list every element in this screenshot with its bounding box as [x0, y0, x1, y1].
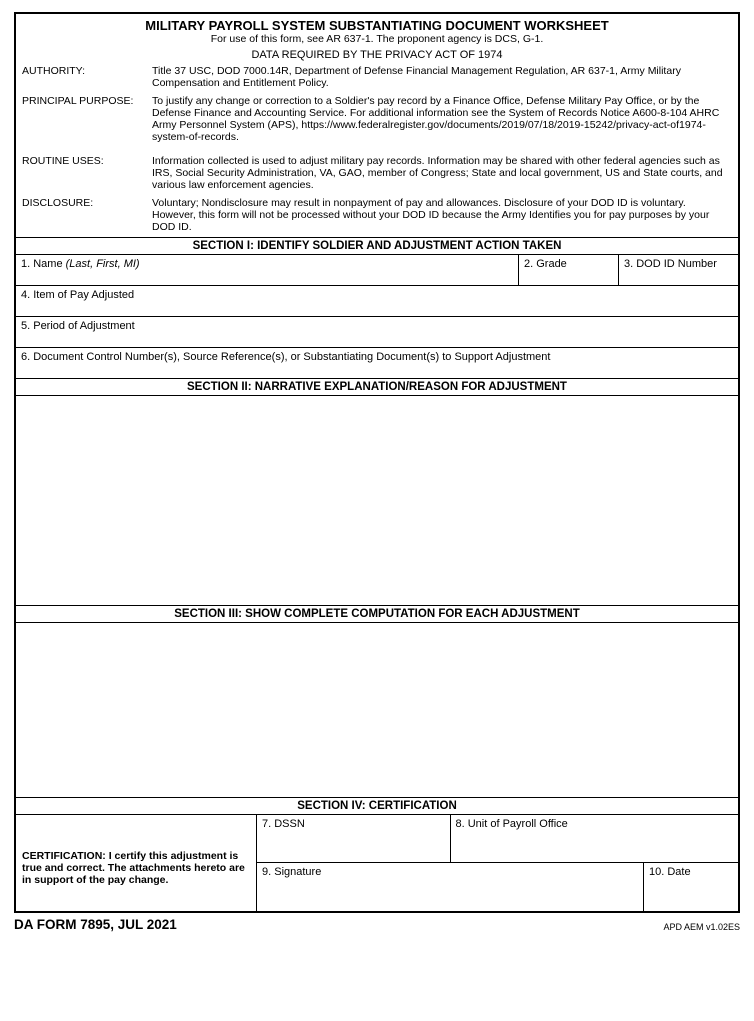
- row-4: 4. Item of Pay Adjusted: [16, 286, 738, 317]
- certification-statement: CERTIFICATION: I certify this adjustment…: [16, 815, 256, 911]
- certification-grid: CERTIFICATION: I certify this adjustment…: [16, 815, 738, 911]
- form-container: MILITARY PAYROLL SYSTEM SUBSTANTIATING D…: [14, 12, 740, 913]
- routine-text: Information collected is used to adjust …: [146, 147, 738, 195]
- privacy-act-header: DATA REQUIRED BY THE PRIVACY ACT OF 1974: [16, 47, 738, 63]
- section1-header: SECTION I: IDENTIFY SOLDIER AND ADJUSTME…: [16, 237, 738, 255]
- section2-header: SECTION II: NARRATIVE EXPLANATION/REASON…: [16, 378, 738, 396]
- field-5-label: 5. Period of Adjustment: [21, 320, 135, 332]
- field-1-hint: (Last, First, MI): [66, 258, 140, 270]
- field-4-item-of-pay[interactable]: 4. Item of Pay Adjusted: [16, 286, 738, 316]
- form-number: DA FORM 7895, JUL 2021: [14, 917, 177, 932]
- row-5: 5. Period of Adjustment: [16, 317, 738, 348]
- field-4-label: 4. Item of Pay Adjusted: [21, 289, 134, 301]
- row-1-3: 1. Name (Last, First, MI) 2. Grade 3. DO…: [16, 255, 738, 286]
- form-footer: DA FORM 7895, JUL 2021 APD AEM v1.02ES: [14, 913, 740, 932]
- field-9-signature[interactable]: 9. Signature: [256, 863, 643, 911]
- field-6-label: 6. Document Control Number(s), Source Re…: [21, 351, 550, 363]
- purpose-text: To justify any change or correction to a…: [146, 93, 738, 147]
- field-10-label: 10. Date: [649, 866, 691, 878]
- disclosure-text: Voluntary; Nondisclosure may result in n…: [146, 195, 738, 237]
- purpose-label: PRINCIPAL PURPOSE:: [16, 93, 146, 147]
- form-title: MILITARY PAYROLL SYSTEM SUBSTANTIATING D…: [22, 18, 732, 33]
- disclosure-label: DISCLOSURE:: [16, 195, 146, 237]
- field-9-label: 9. Signature: [262, 866, 321, 878]
- certification-text: CERTIFICATION: I certify this adjustment…: [22, 850, 250, 886]
- field-8-unit[interactable]: 8. Unit of Payroll Office: [450, 815, 739, 863]
- field-5-period[interactable]: 5. Period of Adjustment: [16, 317, 738, 347]
- apd-version: APD AEM v1.02ES: [663, 922, 740, 932]
- section3-computation-box[interactable]: [16, 623, 738, 798]
- authority-text: Title 37 USC, DOD 7000.14R, Department o…: [146, 63, 738, 93]
- title-block: MILITARY PAYROLL SYSTEM SUBSTANTIATING D…: [16, 14, 738, 47]
- routine-label: ROUTINE USES:: [16, 147, 146, 195]
- field-3-dod-id[interactable]: 3. DOD ID Number: [618, 255, 738, 285]
- row-6: 6. Document Control Number(s), Source Re…: [16, 348, 738, 378]
- section4-header: SECTION IV: CERTIFICATION: [16, 798, 738, 815]
- section3-header: SECTION III: SHOW COMPLETE COMPUTATION F…: [16, 606, 738, 623]
- field-6-document-control[interactable]: 6. Document Control Number(s), Source Re…: [16, 348, 738, 378]
- field-2-grade[interactable]: 2. Grade: [518, 255, 618, 285]
- field-8-label: 8. Unit of Payroll Office: [456, 818, 568, 830]
- privacy-act-table: AUTHORITY: Title 37 USC, DOD 7000.14R, D…: [16, 63, 738, 237]
- form-subtitle: For use of this form, see AR 637-1. The …: [22, 33, 732, 45]
- field-1-name[interactable]: 1. Name (Last, First, MI): [16, 255, 518, 285]
- section2-narrative-box[interactable]: [16, 396, 738, 606]
- field-7-dssn[interactable]: 7. DSSN: [256, 815, 450, 863]
- field-3-label: 3. DOD ID Number: [624, 258, 717, 270]
- authority-label: AUTHORITY:: [16, 63, 146, 93]
- field-1-label: 1. Name: [21, 258, 66, 270]
- field-2-label: 2. Grade: [524, 258, 567, 270]
- field-10-date[interactable]: 10. Date: [643, 863, 738, 911]
- field-7-label: 7. DSSN: [262, 818, 305, 830]
